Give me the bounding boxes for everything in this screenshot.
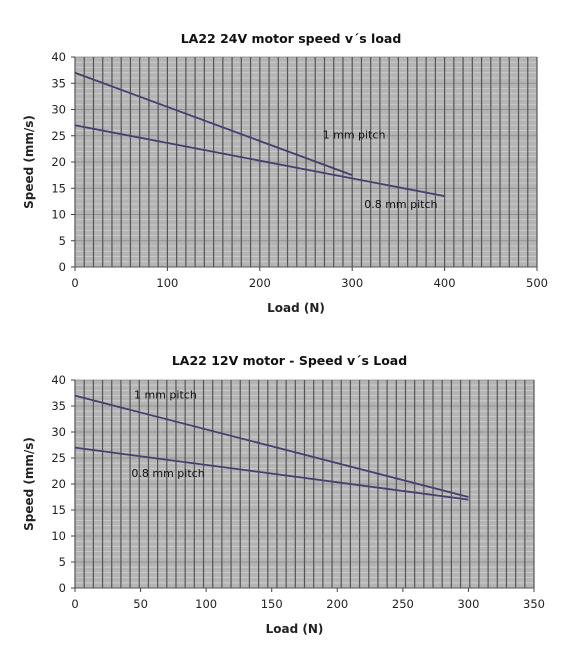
x-tick-label: 50 — [133, 597, 148, 611]
y-tick-label: 20 — [51, 155, 66, 169]
chart-title: LA22 12V motor - Speed v´s Load — [172, 353, 407, 368]
x-tick-label: 150 — [261, 597, 283, 611]
y-tick-label: 15 — [51, 503, 66, 517]
y-tick-label: 35 — [51, 76, 66, 90]
y-tick-label: 10 — [51, 208, 66, 222]
x-tick-label: 400 — [434, 276, 456, 290]
y-tick-label: 5 — [59, 555, 66, 569]
series-line-1 — [74, 446, 469, 501]
x-tick-label: 250 — [392, 597, 414, 611]
y-tick-label: 10 — [51, 529, 66, 543]
x-tick-label: 100 — [195, 597, 217, 611]
chart-12v: LA22 12V motor - Speed v´s Load 0 5 10 15 20 2… — [0, 323, 585, 646]
y-tick-label: 25 — [51, 451, 66, 465]
y-tick-label: 25 — [51, 129, 66, 143]
x-tick-label: 0 — [71, 276, 78, 290]
x-tick-label: 100 — [156, 276, 178, 290]
x-tick-label: 200 — [249, 276, 271, 290]
grid — [74, 379, 535, 589]
x-tick-label: 200 — [326, 597, 348, 611]
y-tick-label: 40 — [51, 50, 66, 64]
y-tick-label: 5 — [59, 234, 66, 248]
y-tick-label: 0 — [59, 581, 66, 595]
y-tick-label: 20 — [51, 477, 66, 491]
y-tick-label: 40 — [51, 373, 66, 387]
y-tick-label: 15 — [51, 181, 66, 195]
chart-24v: LA22 24V motor speed v´s load 0 5 10 15 20 25 3… — [22, 31, 548, 315]
x-tick-label: 0 — [71, 597, 78, 611]
x-tick-label: 300 — [341, 276, 363, 290]
y-axis-label: Speed (mm/s) — [22, 115, 36, 209]
y-tick-label: 30 — [51, 425, 66, 439]
series-line-1 — [74, 124, 445, 198]
x-axis-label: Load (N) — [266, 622, 324, 636]
series-label-1: 0.8 mm pitch — [131, 467, 204, 480]
grid — [74, 56, 538, 268]
x-axis-label: Load (N) — [267, 301, 325, 315]
y-tick-label: 0 — [59, 260, 66, 274]
chart-24v-svg: LA22 24V motor speed v´s load 0 5 10 15 20 25 3… — [22, 31, 548, 315]
y-tick-label: 35 — [51, 399, 66, 413]
series-line-0 — [74, 394, 469, 498]
chart-title: LA22 24V motor speed v´s load — [181, 31, 402, 46]
x-tick-label: 300 — [457, 597, 479, 611]
series-label-1: 0.8 mm pitch — [364, 198, 437, 211]
y-tick-label: 30 — [51, 103, 66, 117]
series-line-0 — [74, 71, 353, 176]
series-label-0: 1 mm pitch — [323, 128, 386, 141]
x-tick-label: 350 — [523, 597, 545, 611]
x-tick-label: 500 — [526, 276, 548, 290]
series-label-0: 1 mm pitch — [134, 389, 197, 402]
chart-12v-svg: LA22 12V motor - Speed v´s Load 0 5 10 15 20 2… — [22, 353, 545, 636]
y-axis-label: Speed (mm/s) — [22, 437, 36, 531]
